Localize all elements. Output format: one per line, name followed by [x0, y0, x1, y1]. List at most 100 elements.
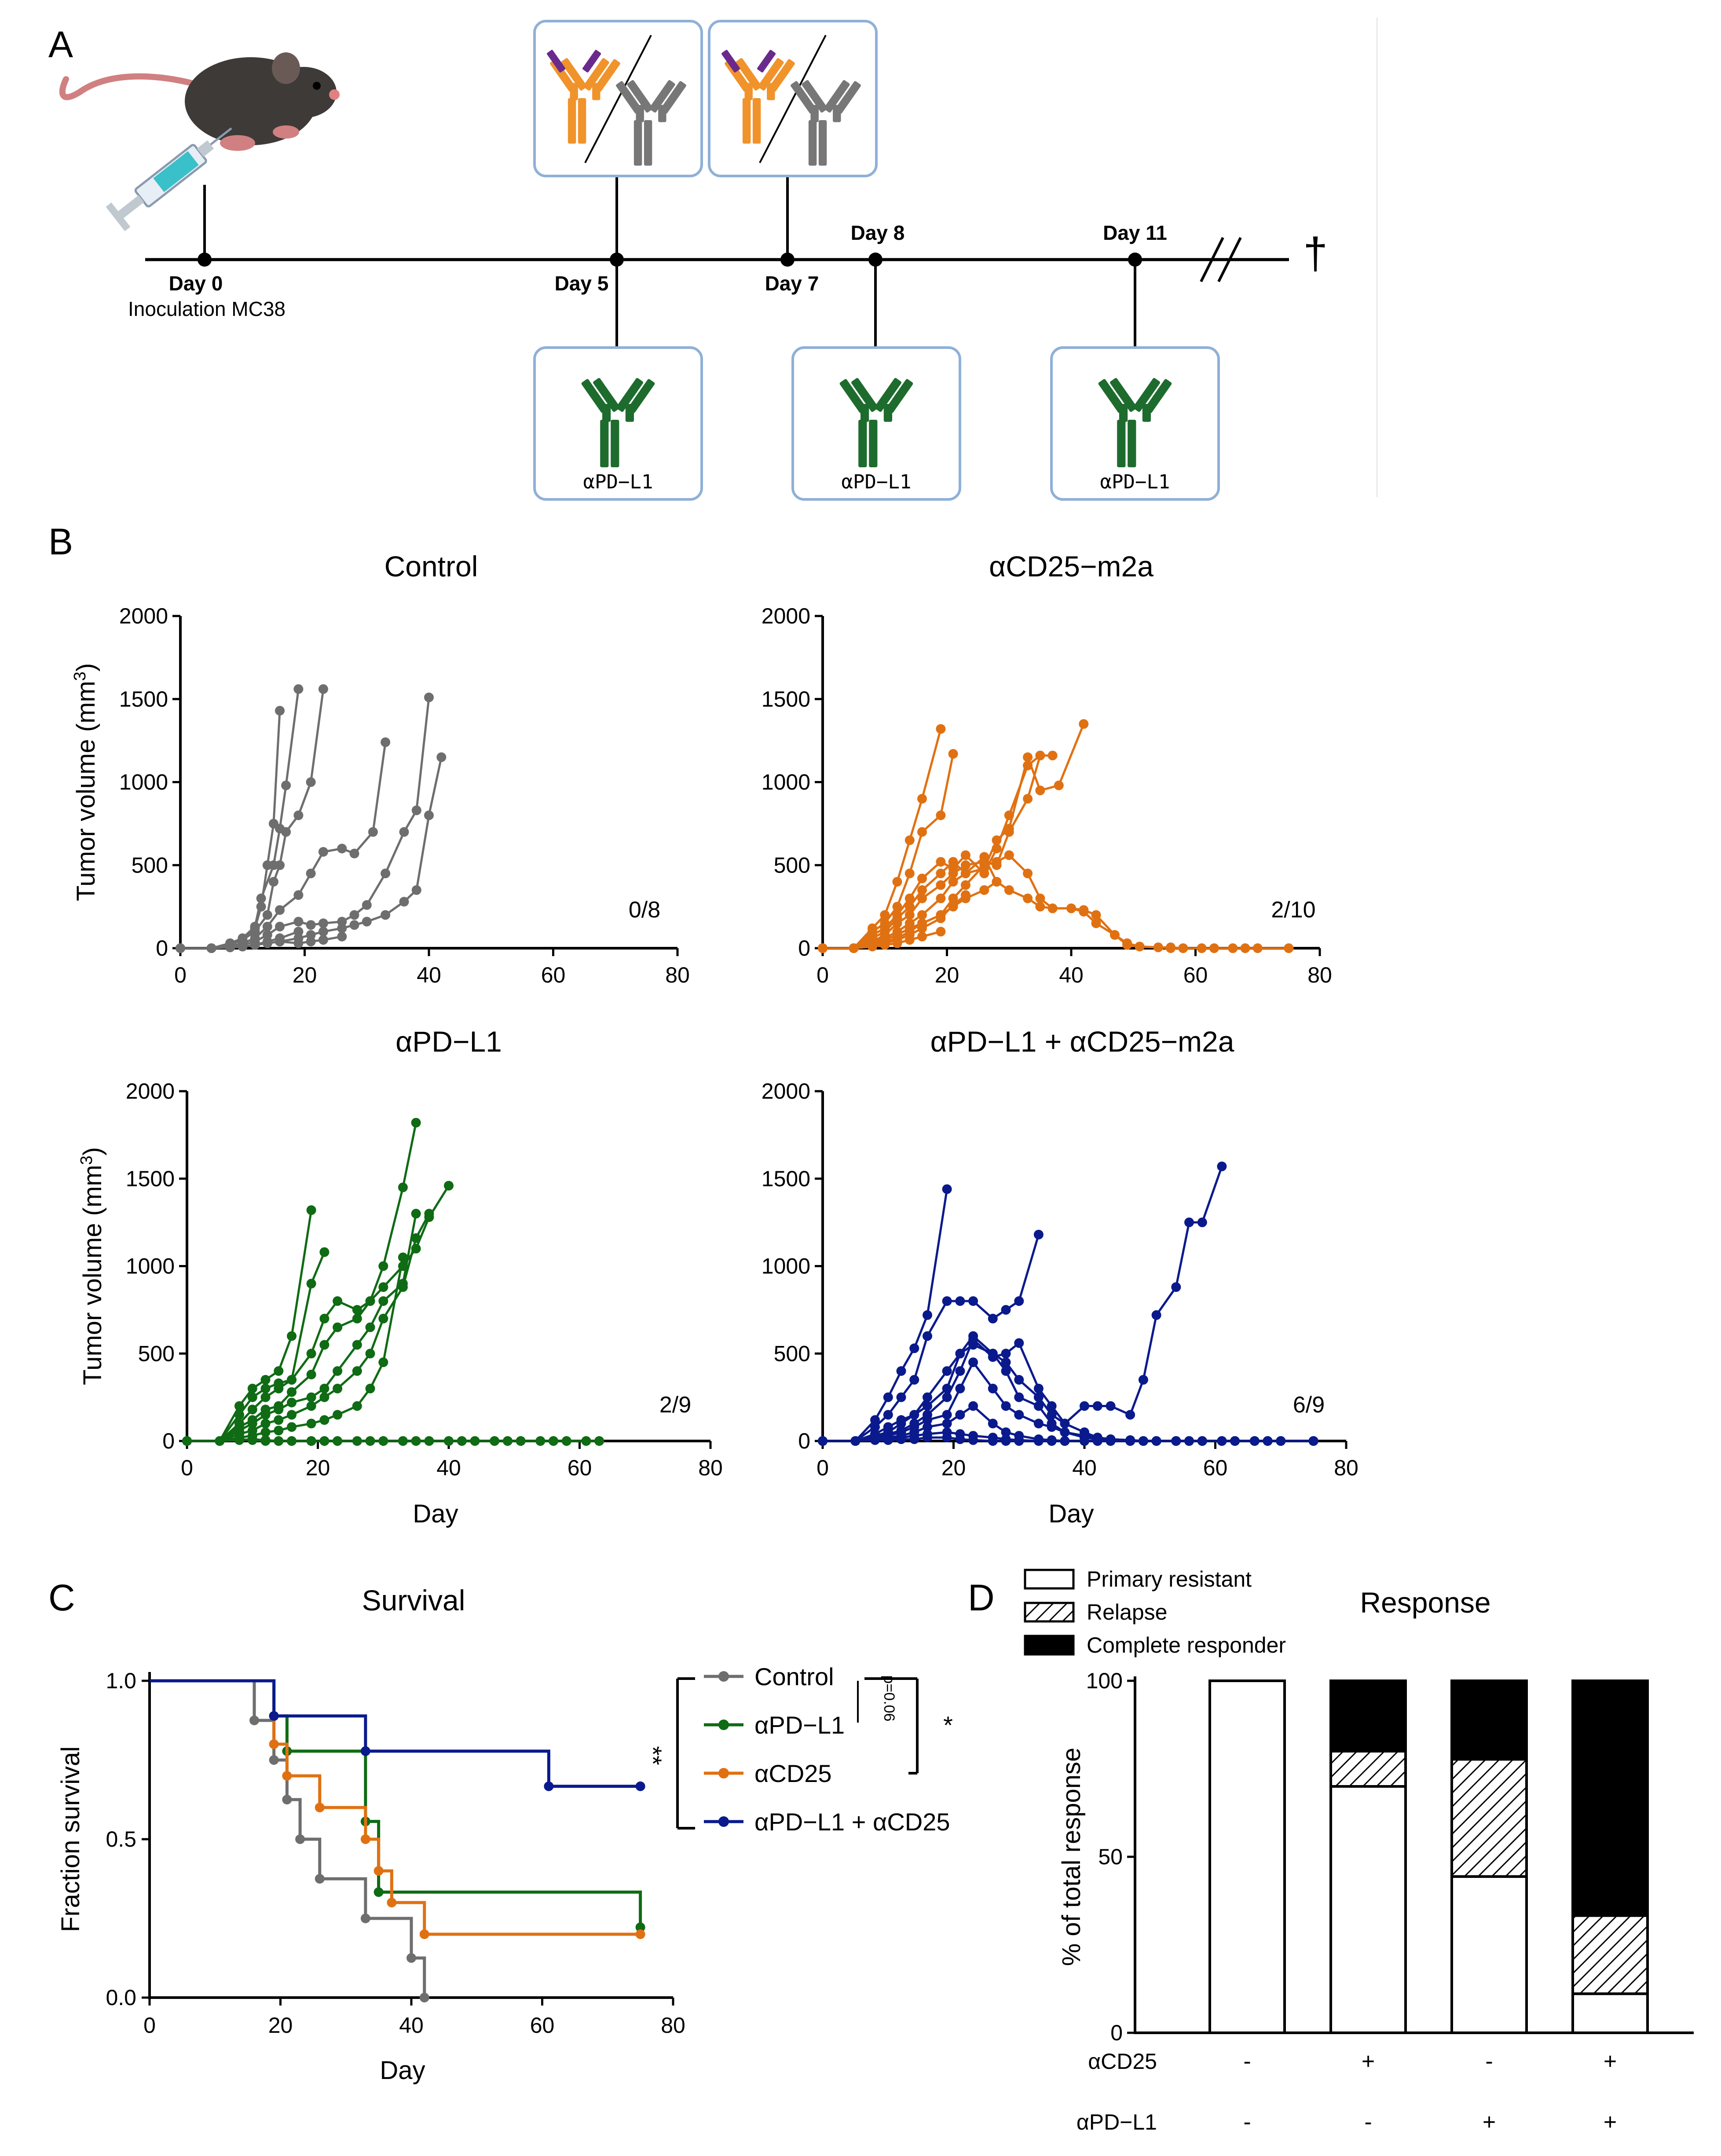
censor-point	[419, 1929, 429, 1939]
data-point	[948, 900, 958, 910]
data-point	[281, 781, 291, 790]
data-point	[399, 827, 409, 837]
treatment-box-day5	[533, 20, 703, 177]
data-point	[917, 923, 927, 933]
data-point	[960, 869, 970, 879]
y-axis-title: Tumor volume (mm3)	[77, 1147, 107, 1385]
censor-point	[282, 1795, 292, 1804]
data-point	[942, 1184, 952, 1194]
data-point	[352, 1366, 362, 1376]
data-point	[1263, 1436, 1273, 1446]
data-point	[333, 1383, 343, 1393]
data-point	[1184, 1436, 1194, 1446]
data-point	[306, 1205, 316, 1215]
bar-segment-2	[1450, 1679, 1528, 1761]
data-point	[849, 943, 859, 953]
data-point	[502, 1436, 513, 1446]
data-point	[955, 1366, 965, 1376]
data-point	[274, 1366, 284, 1376]
y-tick-label: 500	[132, 853, 168, 877]
x-tick-label: 40	[1072, 1456, 1097, 1480]
data-point	[1178, 943, 1188, 953]
data-point	[293, 684, 304, 694]
data-point	[1122, 940, 1132, 950]
superscript: 3	[77, 1155, 96, 1165]
data-point	[1035, 902, 1045, 912]
data-point	[988, 1419, 998, 1429]
data-point	[1209, 943, 1219, 953]
data-point	[948, 869, 958, 879]
data-point	[883, 1410, 893, 1420]
data-point	[1308, 1436, 1318, 1446]
survival-legend-items: Control αPD−L1 αCD25 αPD−L1 + αCD25	[704, 1663, 950, 1836]
legend-swatch	[1024, 1602, 1075, 1623]
data-point	[306, 1392, 316, 1402]
survival-legend: ** * p=0.06	[639, 1676, 953, 1830]
data-point	[948, 877, 958, 887]
data-point	[1047, 1410, 1057, 1420]
bar-segment-0	[1450, 1875, 1528, 2034]
survival-curve	[150, 1679, 641, 1788]
legend-swatch-dot	[718, 1720, 729, 1730]
data-point	[1066, 903, 1076, 913]
data-point	[234, 1401, 244, 1411]
data-point	[1091, 910, 1101, 920]
data-point	[333, 1410, 343, 1420]
data-point	[960, 860, 970, 870]
row-label-apdl1: αPD−L1	[1077, 2110, 1157, 2134]
data-point	[424, 1436, 434, 1446]
data-point	[917, 893, 927, 903]
data-point	[936, 913, 946, 924]
censor-point	[269, 1739, 279, 1749]
data-point	[247, 1392, 257, 1402]
data-point	[923, 1392, 932, 1402]
data-point	[319, 1383, 330, 1393]
data-point	[936, 869, 946, 879]
data-point	[868, 942, 877, 952]
y-tick-label: 1500	[762, 687, 810, 711]
bar-segment-1	[1329, 1750, 1407, 1788]
data-point	[988, 1383, 998, 1393]
data-point	[378, 1282, 388, 1292]
data-point	[287, 1397, 297, 1408]
data-point	[923, 1433, 932, 1443]
x-tick-label: 20	[306, 1456, 330, 1480]
data-point	[968, 1335, 978, 1345]
data-point	[365, 1383, 375, 1393]
legend-swatch-dot	[718, 1671, 729, 1682]
data-point	[936, 724, 946, 734]
bar-segment-0	[1208, 1679, 1286, 2034]
y-tick-label: 1500	[762, 1166, 810, 1191]
day5-label: Day 5	[555, 272, 609, 295]
y-tick-label: 2000	[762, 604, 810, 628]
data-point	[968, 1357, 978, 1368]
timepoint-day0	[198, 253, 212, 267]
data-point	[968, 1401, 978, 1411]
data-point	[287, 1422, 297, 1432]
legend-swatch-dot	[718, 1768, 729, 1778]
data-point	[274, 1436, 284, 1446]
data-point	[362, 917, 372, 927]
data-point	[581, 1436, 591, 1446]
data-point	[896, 1392, 906, 1402]
y-tick-label: 2000	[119, 604, 168, 628]
x-tick-label: 20	[941, 1456, 966, 1480]
data-point	[968, 1296, 978, 1306]
superscript: 3	[71, 671, 89, 681]
data-point	[909, 1410, 919, 1420]
data-point	[1184, 1217, 1194, 1228]
y-tick-label: 500	[774, 853, 810, 877]
apdl1-indicator: +	[1604, 2109, 1617, 2135]
data-point	[378, 1261, 388, 1271]
data-point	[1004, 850, 1014, 860]
data-point	[892, 938, 902, 948]
data-point	[896, 1366, 906, 1376]
censor-point	[635, 1922, 645, 1932]
data-point	[399, 897, 409, 907]
data-point	[247, 1383, 257, 1393]
data-point	[870, 1422, 880, 1432]
p-value-label: p=0.06	[881, 1676, 897, 1722]
data-point	[444, 1181, 454, 1191]
x-tick-label: 60	[1203, 1456, 1228, 1480]
